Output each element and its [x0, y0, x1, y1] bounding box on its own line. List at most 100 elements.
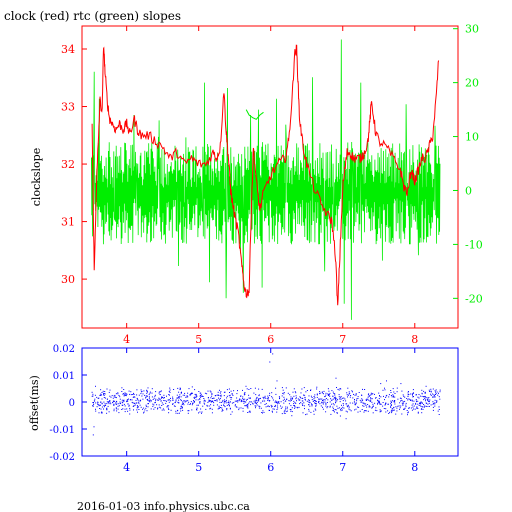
offset-point: [154, 402, 156, 404]
offset-point: [322, 400, 324, 402]
offset-point: [223, 395, 225, 397]
offset-point: [337, 388, 339, 390]
offset-point: [173, 389, 175, 390]
offset-point: [406, 410, 408, 411]
offset-point: [423, 404, 425, 405]
offset-point: [417, 412, 419, 414]
offset-point: [216, 399, 218, 401]
offset-point: [403, 402, 405, 404]
offset-point: [248, 397, 250, 399]
offset-point: [412, 403, 414, 405]
offset-point: [428, 406, 430, 407]
offset-point: [144, 394, 146, 396]
offset-point: [103, 406, 105, 408]
offset-point: [403, 408, 405, 410]
offset-point: [270, 404, 272, 406]
offset-point: [345, 410, 347, 412]
offset-point: [176, 394, 178, 396]
offset-point: [168, 399, 170, 401]
offset-point: [145, 395, 147, 397]
offset-point: [418, 394, 420, 395]
offset-point: [391, 412, 393, 414]
offset-point: [189, 394, 191, 396]
offset-point: [405, 402, 407, 404]
offset-point: [123, 394, 125, 396]
offset-point: [379, 401, 380, 403]
offset-point: [303, 387, 305, 389]
offset-point: [146, 392, 148, 394]
offset-point: [109, 389, 111, 391]
offset-point: [109, 400, 111, 401]
offset-point: [387, 410, 389, 412]
offset-point: [399, 397, 401, 399]
offset-point: [267, 405, 269, 407]
offset-point: [224, 401, 226, 402]
offset-point: [392, 400, 394, 402]
offset-point: [428, 402, 430, 404]
offset-point: [379, 411, 381, 413]
offset-point: [149, 399, 151, 401]
offset-point: [419, 402, 421, 404]
offset-point: [142, 398, 144, 400]
offset-point: [407, 412, 409, 414]
offset-point: [415, 403, 417, 405]
offset-point: [153, 404, 155, 406]
offset-point: [334, 409, 336, 410]
offset-point: [339, 407, 341, 409]
offset-point: [121, 391, 123, 392]
offset-point: [318, 400, 320, 402]
offset-point: [179, 408, 181, 410]
offset-point: [193, 401, 195, 403]
offset-point: [399, 407, 401, 409]
offset-point: [355, 393, 357, 395]
offset-point: [294, 407, 296, 409]
offset-point: [160, 407, 162, 409]
offset-point: [178, 397, 180, 399]
offset-point: [430, 394, 432, 396]
offset-point: [343, 407, 345, 409]
offset-point: [181, 403, 183, 405]
offset-point: [103, 393, 104, 395]
offset-point: [255, 402, 257, 404]
offset-point: [114, 394, 116, 396]
offset-point: [277, 401, 279, 403]
offset-point: [103, 392, 105, 394]
offset-point: [108, 391, 110, 393]
offset-point: [369, 406, 371, 408]
offset-point: [289, 400, 291, 402]
offset-point: [382, 389, 384, 391]
offset-point: [121, 401, 123, 403]
offset-point: [236, 400, 238, 402]
offset-point: [109, 401, 111, 403]
offset-point: [367, 398, 369, 400]
offset-point: [286, 398, 288, 400]
offset-point: [310, 411, 312, 413]
offset-point: [411, 399, 413, 401]
offset-point: [248, 411, 250, 413]
offset-point: [118, 405, 120, 407]
offset-point: [220, 407, 222, 408]
offset-point: [146, 410, 148, 412]
offset-point: [158, 404, 160, 406]
offset-point: [375, 397, 377, 399]
offset-point: [380, 410, 382, 412]
offset-point: [175, 412, 177, 414]
offset-point: [345, 400, 347, 402]
offset-point: [384, 399, 385, 401]
offset-point: [405, 404, 407, 406]
offset-point: [256, 400, 258, 401]
offset-point: [308, 399, 310, 401]
offset-point: [256, 403, 257, 405]
offset-point: [178, 412, 180, 414]
offset-point: [187, 396, 189, 398]
offset-point: [276, 409, 278, 410]
offset-point: [349, 409, 351, 411]
offset-point: [103, 405, 105, 406]
offset-point: [396, 387, 398, 389]
offset-point: [392, 396, 394, 398]
offset-outlier-point: [228, 388, 230, 390]
offset-point: [295, 392, 297, 394]
offset-point: [247, 404, 249, 406]
offset-point: [101, 412, 103, 414]
